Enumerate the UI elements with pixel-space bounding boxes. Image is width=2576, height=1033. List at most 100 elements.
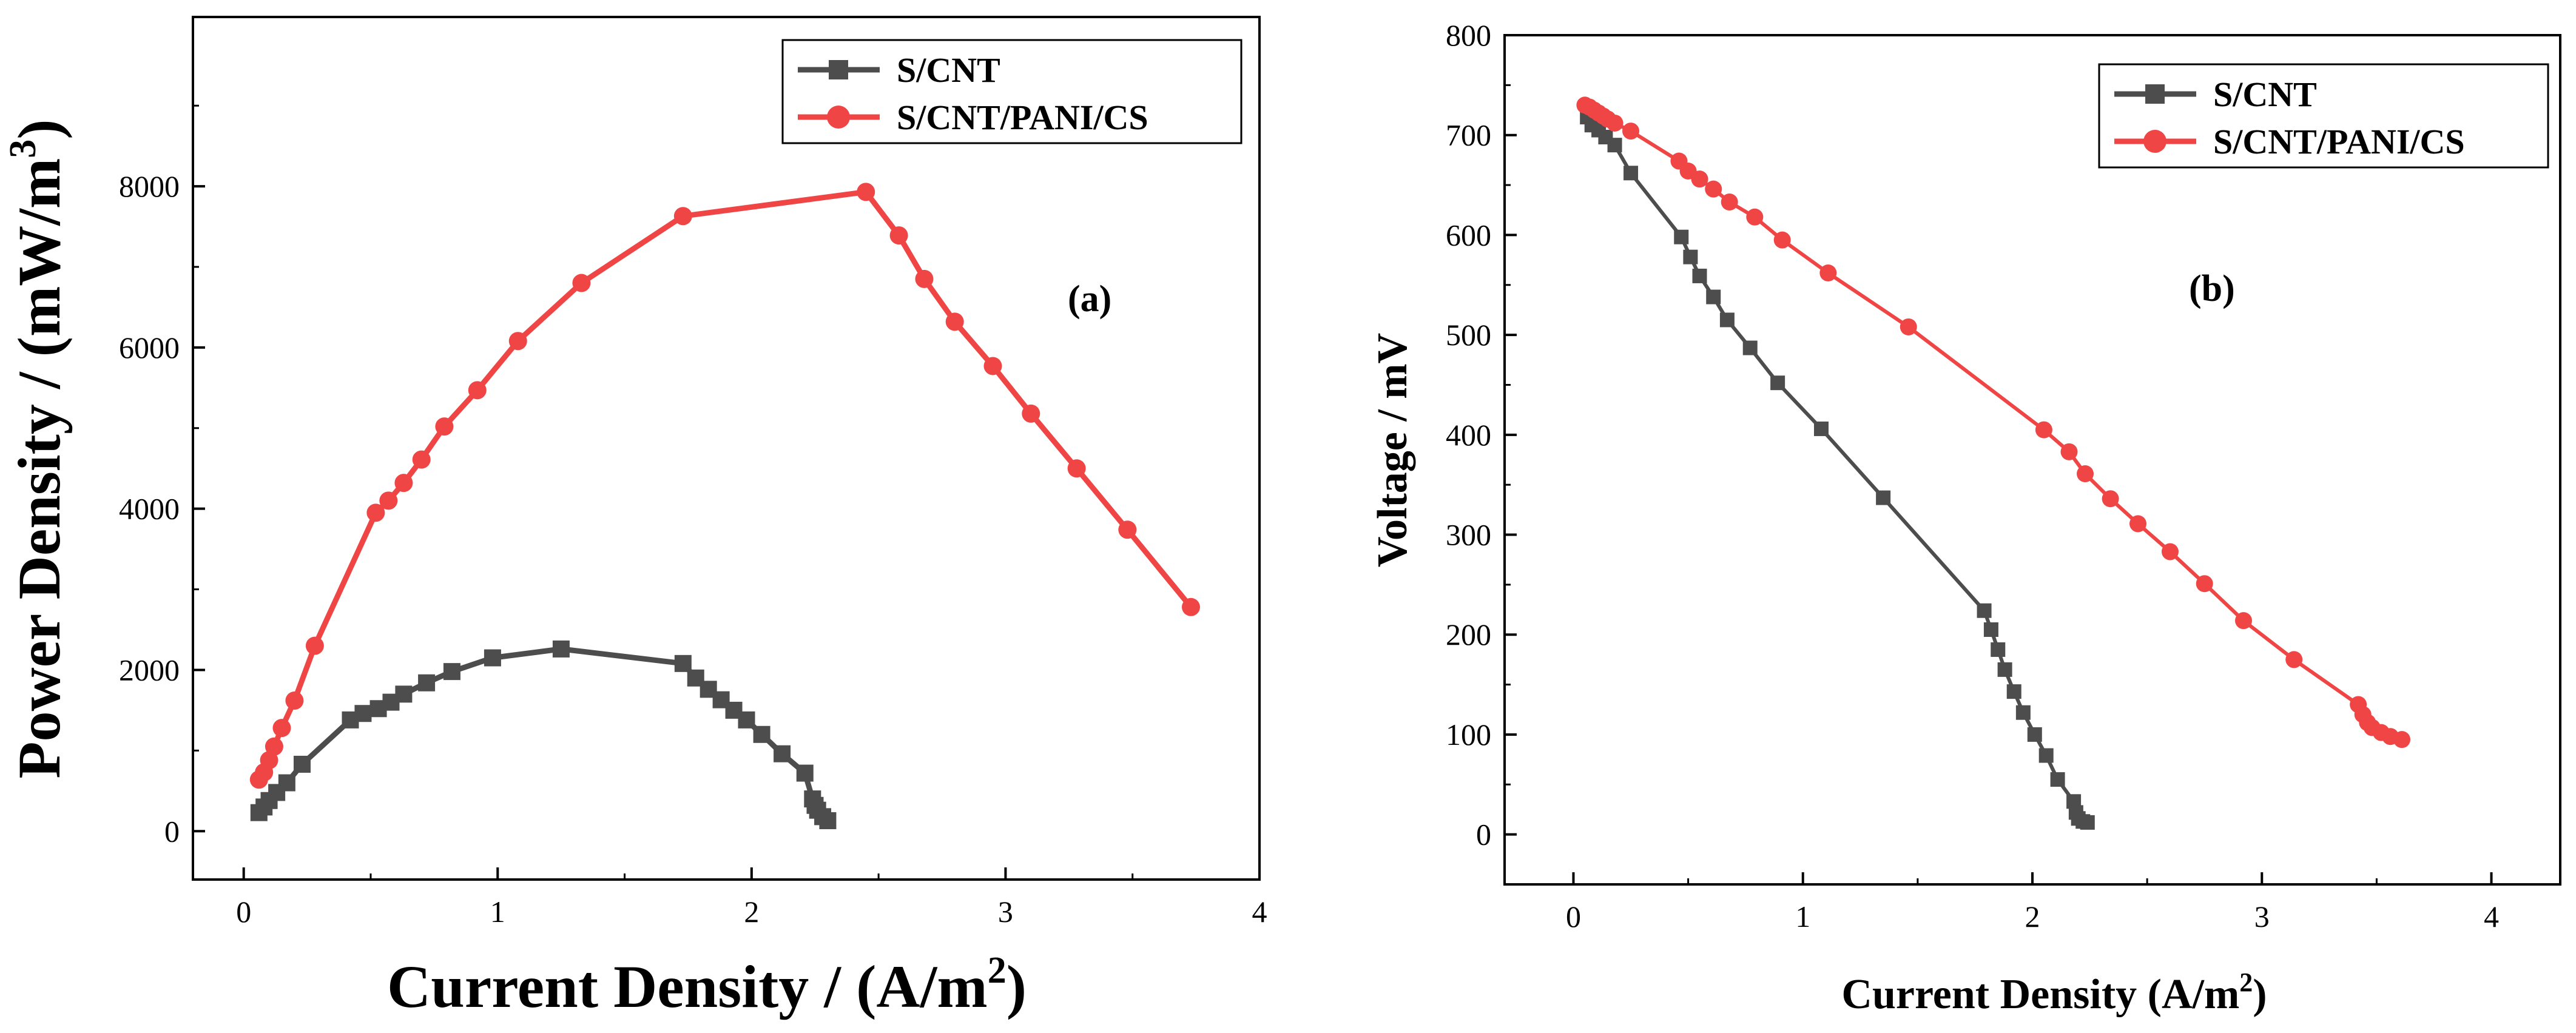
data-point-s-cnt-pani-cs-b	[2235, 612, 2252, 630]
data-point-s-cnt-pani-cs-a	[1181, 597, 1200, 616]
data-point-s-cnt-a	[484, 649, 501, 667]
legend-label-pani-b: S/CNT/PANI/CS	[2213, 122, 2465, 161]
data-point-s-cnt-pani-cs-b	[1691, 170, 1708, 188]
legend-marker-pani-a	[827, 106, 850, 129]
data-point-s-cnt-pani-cs-b	[2196, 575, 2213, 593]
data-point-s-cnt-pani-cs-b	[2285, 651, 2303, 668]
data-point-s-cnt-pani-cs-a	[379, 491, 398, 510]
data-point-s-cnt-b	[1977, 603, 1992, 618]
legend-marker-s-cnt-a	[829, 60, 848, 79]
data-point-s-cnt-b	[1770, 375, 1785, 391]
data-point-s-cnt-pani-cs-b	[2035, 421, 2052, 439]
plot-frame-a	[192, 16, 1261, 881]
data-point-s-cnt-pani-cs-b	[1746, 208, 1764, 226]
data-point-s-cnt-b	[1983, 622, 1998, 637]
data-point-s-cnt-pani-cs-b	[1606, 114, 1623, 132]
data-point-s-cnt-b	[1997, 662, 2012, 677]
y-tick-label-b: 200	[1446, 617, 1491, 651]
data-point-s-cnt-a	[293, 755, 311, 773]
data-point-s-cnt-pani-cs-a	[412, 450, 431, 469]
data-point-s-cnt-pani-cs-a	[285, 691, 304, 710]
data-point-s-cnt-b	[1706, 289, 1721, 305]
data-point-s-cnt-pani-cs-a	[260, 751, 278, 770]
y-axis-title-a: Power Density / (mW/m3)	[2, 119, 73, 778]
y-tick-label-a: 2000	[119, 653, 180, 687]
data-point-s-cnt-b	[1607, 138, 1622, 153]
data-point-s-cnt-pani-cs-a	[945, 312, 964, 331]
x-tick-label-b: 1	[1795, 900, 1810, 934]
data-point-s-cnt-pani-cs-b	[2102, 490, 2119, 508]
x-tick-label-a: 1	[490, 895, 505, 929]
x-ticks-b: 0 1 2 3 4	[1566, 872, 2499, 934]
data-point-s-cnt-a	[552, 640, 570, 658]
data-point-s-cnt-pani-cs-a	[857, 183, 875, 201]
data-point-s-cnt-pani-cs-a	[1118, 520, 1137, 539]
data-point-s-cnt-pani-cs-a	[889, 226, 908, 245]
data-point-s-cnt-pani-cs-a	[983, 357, 1002, 375]
y-ticks-a: 0 2000 4000 6000 8000	[119, 104, 205, 848]
data-point-s-cnt-a	[753, 725, 770, 743]
legend-box-b	[2098, 63, 2549, 169]
data-point-s-cnt-b	[2080, 815, 2095, 830]
y-tick-label-a: 0	[164, 814, 180, 848]
data-point-s-cnt-b	[2050, 772, 2065, 787]
data-point-s-cnt-b	[1814, 421, 1829, 436]
data-point-s-cnt-a	[418, 674, 436, 691]
legend-marker-pani-b	[2143, 130, 2166, 153]
data-point-s-cnt-b	[2027, 727, 2042, 742]
data-point-s-cnt-pani-cs-a	[305, 636, 324, 655]
data-point-s-cnt-b	[1683, 249, 1698, 264]
x-tick-label-b: 0	[1566, 900, 1581, 934]
y-axis-title-b: Voltage / mV	[1369, 333, 1416, 567]
data-point-s-cnt-pani-cs-b	[2393, 731, 2410, 749]
legend-label-s-cnt-a: S/CNT	[897, 50, 1000, 90]
series-b	[1576, 96, 2410, 830]
data-point-s-cnt-pani-cs-b	[1819, 264, 1837, 281]
data-point-s-cnt-pani-cs-a	[572, 274, 591, 292]
data-point-s-cnt-a	[774, 745, 791, 762]
data-point-s-cnt-b	[2038, 748, 2054, 763]
data-point-s-cnt-a	[819, 812, 837, 829]
data-point-s-cnt-pani-cs-a	[915, 269, 934, 288]
data-point-s-cnt-pani-cs-a	[435, 417, 454, 436]
x-tick-label-b: 3	[2254, 900, 2270, 934]
series-a	[249, 183, 1200, 829]
series-line-s-cnt-b	[1585, 116, 2088, 824]
legend-b: S/CNT S/CNT/PANI/CS	[2098, 63, 2549, 169]
data-point-s-cnt-pani-cs-b	[1900, 318, 1917, 335]
y-tick-label-a: 6000	[119, 331, 180, 365]
data-point-s-cnt-b	[1692, 268, 1707, 283]
x-tick-label-a: 0	[236, 895, 251, 929]
data-point-s-cnt-pani-cs-a	[1022, 404, 1040, 423]
data-point-s-cnt-pani-cs-a	[265, 737, 283, 756]
y-tick-label-b: 500	[1446, 318, 1491, 352]
x-tick-label-a: 4	[1252, 895, 1267, 929]
data-point-s-cnt-pani-cs-b	[2161, 543, 2179, 560]
data-point-s-cnt-pani-cs-a	[508, 332, 527, 351]
legend-marker-s-cnt-b	[2145, 84, 2165, 104]
panel-label-b: (b)	[2189, 268, 2235, 309]
data-point-s-cnt-pani-cs-a	[366, 503, 385, 522]
data-point-s-cnt-pani-cs-a	[272, 719, 291, 738]
y-tick-label-b: 300	[1446, 518, 1491, 552]
data-point-s-cnt-b	[1719, 312, 1735, 328]
data-point-s-cnt-pani-cs-b	[1773, 231, 1791, 249]
y-tick-label-b: 700	[1446, 118, 1491, 152]
data-point-s-cnt-pani-cs-a	[394, 474, 413, 493]
legend-box-a	[781, 39, 1242, 144]
data-point-s-cnt-b	[1991, 642, 2006, 657]
series-line-s-cnt-a	[257, 646, 830, 823]
y-tick-label-b: 100	[1446, 718, 1491, 752]
data-point-s-cnt-a	[738, 711, 755, 728]
x-tick-label-b: 4	[2484, 900, 2499, 934]
data-point-s-cnt-a	[354, 705, 372, 722]
x-tick-label-a: 3	[998, 895, 1013, 929]
panel-a: 0 2000 4000 6000 8000 0 1 2 3 4 S/CNT S/CNT/PANI…	[2, 16, 1267, 1020]
x-axis-title-b: Current Density (A/m2)	[1841, 967, 2267, 1018]
data-point-s-cnt-pani-cs-a	[673, 207, 692, 226]
data-point-s-cnt-pani-cs-a	[1067, 459, 1086, 478]
y-tick-label-b: 400	[1446, 418, 1491, 452]
data-point-s-cnt-b	[1876, 490, 1891, 505]
data-point-s-cnt-b	[1674, 229, 1689, 244]
